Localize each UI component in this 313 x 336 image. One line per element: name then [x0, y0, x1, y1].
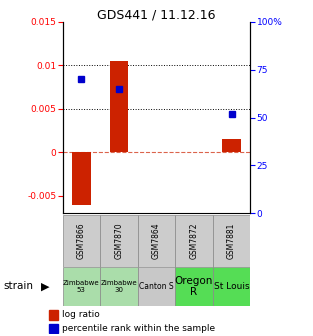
- Text: GSM7872: GSM7872: [190, 223, 198, 259]
- Text: GSM7864: GSM7864: [152, 223, 161, 259]
- Text: Zimbabwe
30: Zimbabwe 30: [100, 280, 137, 293]
- Bar: [213, 215, 250, 267]
- Text: GSM7866: GSM7866: [77, 223, 86, 259]
- Bar: [100, 215, 138, 267]
- Bar: [100, 267, 138, 306]
- Bar: [138, 267, 175, 306]
- Text: ▶: ▶: [41, 282, 50, 291]
- Bar: [213, 267, 250, 306]
- Bar: [49, 310, 58, 320]
- Text: GDS441 / 11.12.16: GDS441 / 11.12.16: [97, 8, 216, 22]
- Text: log ratio: log ratio: [62, 310, 100, 319]
- Bar: [63, 215, 100, 267]
- Text: Oregon
R: Oregon R: [175, 276, 213, 297]
- Text: GSM7870: GSM7870: [115, 223, 123, 259]
- Bar: [63, 267, 100, 306]
- Bar: [175, 267, 213, 306]
- Text: GSM7881: GSM7881: [227, 223, 236, 259]
- Text: strain: strain: [3, 282, 33, 291]
- Bar: [49, 324, 58, 333]
- Bar: [222, 139, 241, 153]
- Text: St Louis: St Louis: [214, 282, 249, 291]
- Bar: [138, 215, 175, 267]
- Text: Zimbabwe
53: Zimbabwe 53: [63, 280, 100, 293]
- Bar: [110, 61, 128, 153]
- Bar: [72, 153, 91, 205]
- Text: percentile rank within the sample: percentile rank within the sample: [62, 324, 215, 333]
- Text: Canton S: Canton S: [139, 282, 174, 291]
- Bar: [175, 215, 213, 267]
